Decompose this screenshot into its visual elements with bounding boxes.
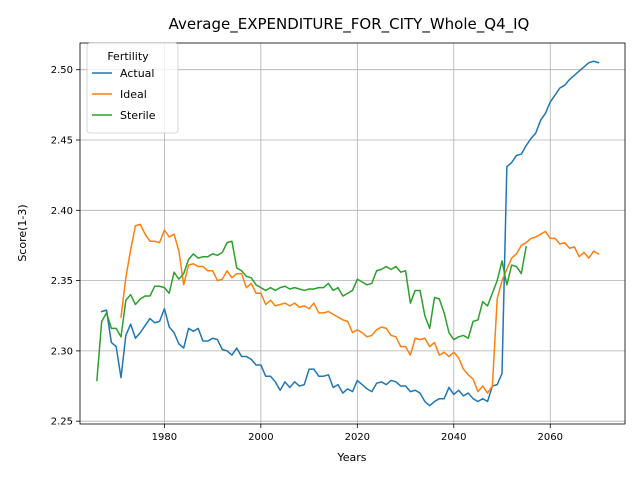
x-tick-label: 2060 (538, 432, 563, 443)
series-layer (96, 60, 600, 407)
y-axis-label: Score(1-3) (16, 204, 29, 261)
y-tick-label: 2.40 (51, 206, 73, 217)
series-line-ideal (120, 223, 600, 394)
x-axis-label: Years (336, 451, 366, 464)
x-tick-label: 1980 (152, 432, 177, 443)
legend-title: Fertility (107, 50, 149, 63)
y-tick-label: 2.45 (51, 136, 73, 147)
y-tick-label: 2.50 (51, 65, 73, 76)
series-line-actual (100, 60, 600, 407)
legend-label-ideal: Ideal (120, 88, 147, 101)
legend-items: Actual Ideal Sterile (92, 67, 156, 122)
legend-box (86, 42, 179, 134)
y-tick-label: 2.25 (51, 417, 73, 428)
y-tick-label: 2.30 (51, 346, 73, 357)
x-tick-label: 2040 (441, 432, 466, 443)
legend-label-sterile: Sterile (120, 109, 156, 122)
plot-frame (79, 42, 626, 425)
x-tick-label: 2020 (345, 432, 370, 443)
ticks-layer: 1980 2000 2020 2040 2060 2.25 2.30 2.35 2.40 2.45… (51, 65, 563, 443)
series-line-sterile (96, 240, 528, 382)
chart-title: Average_EXPENDITURE_FOR_CITY_Whole_Q4_IQ (169, 15, 530, 34)
legend: Fertility Actual Ideal Sterile (86, 42, 179, 134)
x-tick-label: 2000 (248, 432, 273, 443)
y-tick-label: 2.35 (51, 276, 73, 287)
legend-label-actual: Actual (120, 67, 154, 80)
grid-layer (80, 43, 625, 424)
